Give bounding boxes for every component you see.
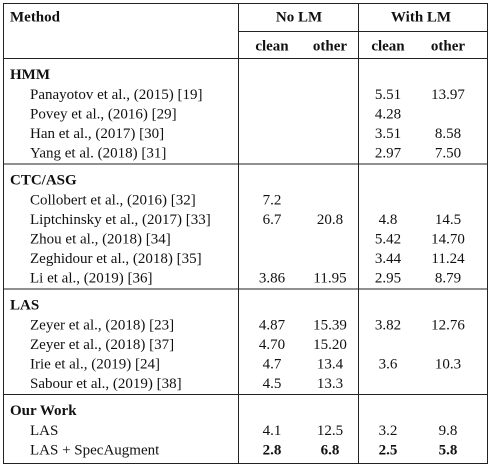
result-cell: 2.95: [375, 270, 401, 286]
result-cell: 13.97: [431, 87, 465, 103]
result-cell: 4.7: [263, 356, 282, 372]
method-name: Liptchinsky et al., (2017) [33]: [30, 212, 211, 228]
result-cell: 3.6: [379, 356, 398, 372]
result-cell: 7.50: [435, 145, 461, 161]
result-cell: 2.5: [379, 442, 398, 458]
result-cell: 4.1: [263, 423, 282, 439]
result-cell: 3.44: [375, 251, 402, 267]
section-title: LAS: [10, 297, 39, 313]
result-cell: 14.70: [431, 231, 465, 247]
method-name: Collobert et al., (2016) [32]: [30, 192, 196, 208]
result-cell: 5.8: [439, 442, 458, 458]
result-cell: 4.87: [259, 317, 286, 333]
method-name: Zeyer et al., (2018) [37]: [30, 337, 174, 353]
method-name: Irie et al., (2019) [24]: [30, 356, 160, 372]
result-cell: 3.82: [375, 317, 401, 333]
result-cell: 13.3: [317, 376, 343, 392]
result-cell: 2.97: [375, 145, 402, 161]
result-cell: 11.24: [431, 251, 465, 267]
result-cell: 11.95: [313, 270, 346, 286]
result-cell: 4.70: [259, 337, 285, 353]
result-cell: 2.8: [263, 442, 282, 458]
section-title: CTC/ASG: [10, 172, 77, 188]
method-name: LAS + SpecAugment: [30, 442, 160, 458]
result-cell: 3.86: [259, 270, 286, 286]
group-header: With LM: [391, 9, 451, 25]
section-title: HMM: [10, 67, 50, 83]
subcolumn-header: clean: [371, 38, 405, 54]
group-header: No LM: [276, 9, 322, 25]
result-cell: 6.8: [321, 442, 340, 458]
result-cell: 6.7: [263, 212, 282, 228]
result-cell: 10.3: [435, 356, 461, 372]
method-name: Zeghidour et al., (2018) [35]: [30, 251, 202, 267]
method-name: Han et al., (2017) [30]: [30, 126, 164, 142]
method-name: Povey et al., (2016) [29]: [30, 106, 177, 122]
subcolumn-header: clean: [255, 38, 289, 54]
result-cell: 3.2: [379, 423, 398, 439]
method-name: LAS: [30, 423, 58, 439]
result-cell: 4.28: [375, 106, 401, 122]
result-cell: 9.8: [439, 423, 458, 439]
result-cell: 8.58: [435, 126, 461, 142]
method-name: Li et al., (2019) [36]: [30, 270, 152, 286]
method-name: Zhou et al., (2018) [34]: [30, 231, 171, 247]
section-title: Our Work: [10, 403, 77, 419]
table-border: [3, 3, 488, 464]
method-name: Yang et al. (2018) [31]: [30, 145, 166, 161]
result-cell: 14.5: [435, 212, 461, 228]
result-cell: 4.5: [263, 376, 282, 392]
result-cell: 15.39: [313, 317, 347, 333]
method-header: Method: [10, 9, 61, 25]
result-cell: 7.2: [263, 192, 282, 208]
method-name: Sabour et al., (2019) [38]: [30, 376, 182, 392]
result-cell: 5.42: [375, 231, 401, 247]
method-name: Zeyer et al., (2018) [23]: [30, 317, 174, 333]
result-cell: 12.5: [317, 423, 343, 439]
result-cell: 12.76: [431, 317, 465, 333]
subcolumn-header: other: [431, 38, 465, 54]
result-cell: 13.4: [317, 356, 344, 372]
result-cell: 8.79: [435, 270, 461, 286]
method-name: Panayotov et al., (2015) [19]: [30, 87, 202, 103]
result-cell: 15.20: [313, 337, 347, 353]
result-cell: 20.8: [317, 212, 343, 228]
result-cell: 5.51: [375, 87, 401, 103]
result-cell: 4.8: [379, 212, 398, 228]
subcolumn-header: other: [313, 38, 347, 54]
result-cell: 3.51: [375, 126, 401, 142]
